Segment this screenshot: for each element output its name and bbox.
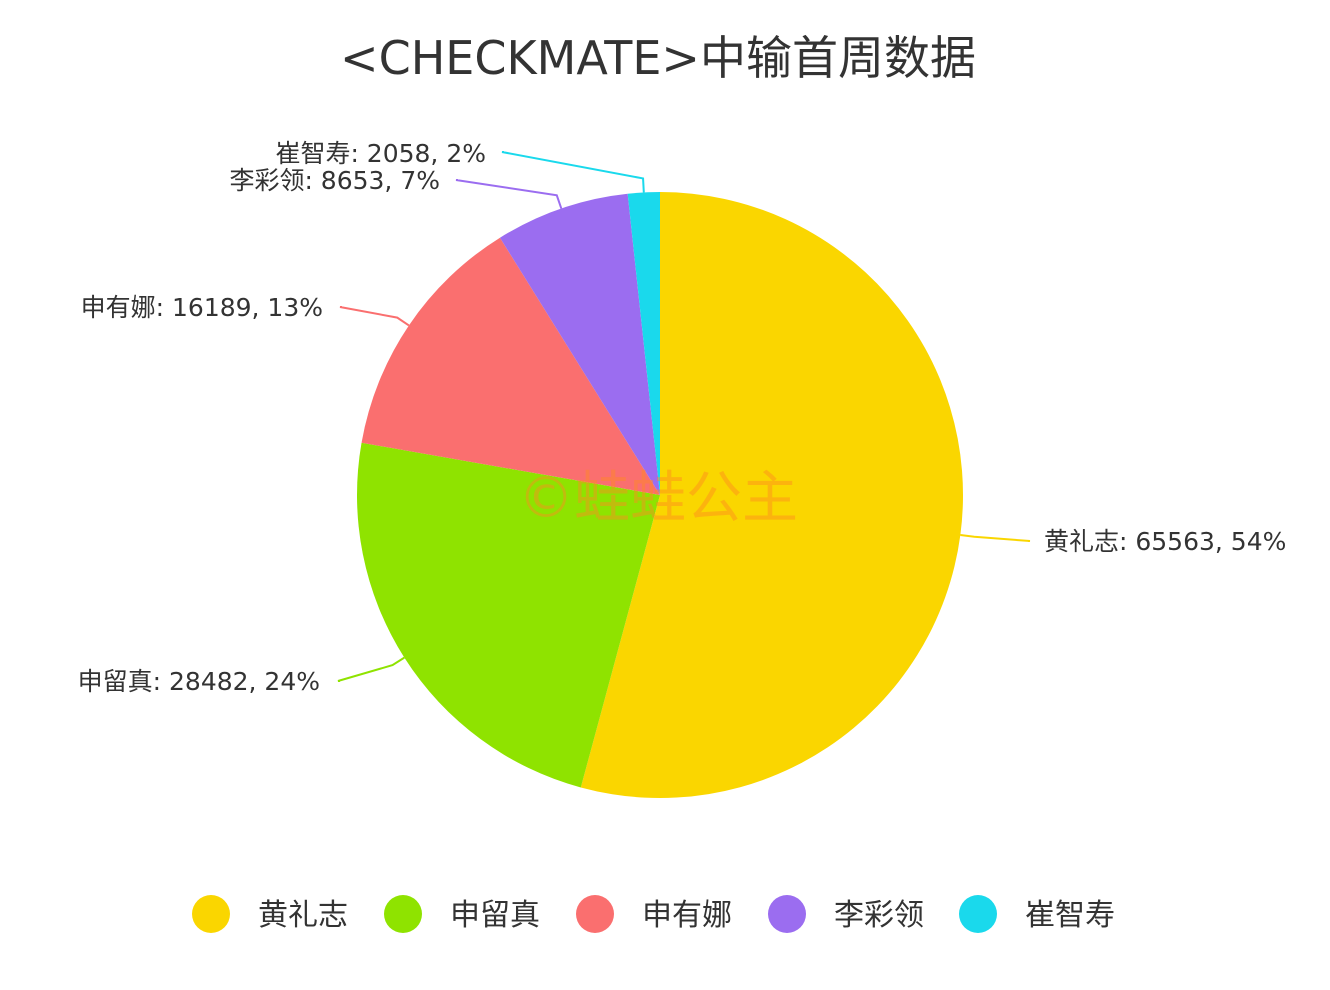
pie-slice-1	[580, 192, 963, 798]
legend: 黄礼志 申留真 申有娜 李彩领 崔智寿	[192, 895, 1115, 933]
pie-slice-5	[627, 192, 660, 495]
leader-line-2	[337, 656, 405, 682]
slice-labels: 黄礼志: 65563, 54% 申留真: 28482, 24% 申有娜: 16189…	[78, 139, 1287, 696]
legend-label: 申留真	[450, 898, 540, 933]
legend-item-1[interactable]: 黄礼志	[192, 895, 348, 933]
slice-label-3: 申有娜: 16189, 13%	[81, 293, 323, 322]
legend-label: 李彩领	[834, 898, 924, 933]
legend-marker	[384, 895, 422, 933]
legend-item-3[interactable]: 申有娜	[576, 895, 732, 933]
pie-slice-4	[499, 193, 660, 495]
legend-label: 申有娜	[642, 898, 732, 933]
leader-line-1	[960, 533, 1031, 542]
legend-marker	[959, 895, 997, 933]
legend-marker	[576, 895, 614, 933]
legend-label: 黄礼志	[258, 898, 348, 933]
legend-marker	[192, 895, 230, 933]
legend-item-5[interactable]: 崔智寿	[959, 895, 1115, 933]
slice-label-1: 黄礼志: 65563, 54%	[1044, 527, 1286, 556]
chart-title: <CHECKMATE>中输首周数据	[340, 31, 976, 85]
label-leader-lines	[337, 151, 1031, 682]
legend-label: 崔智寿	[1025, 898, 1115, 933]
slice-label-4: 李彩领: 8653, 7%	[229, 166, 440, 195]
watermark: ©蛙蛙公主	[518, 466, 798, 531]
legend-item-4[interactable]: 李彩领	[768, 895, 924, 933]
leader-line-4	[455, 179, 563, 209]
leader-line-5	[501, 151, 645, 193]
slice-label-5: 崔智寿: 2058, 2%	[275, 139, 486, 168]
slice-label-2: 申留真: 28482, 24%	[78, 667, 320, 696]
leader-line-3	[339, 306, 410, 327]
legend-marker	[768, 895, 806, 933]
pie-slices	[357, 192, 963, 798]
pie-slice-2	[357, 442, 660, 788]
pie-slice-3	[361, 237, 660, 495]
legend-item-2[interactable]: 申留真	[384, 895, 540, 933]
